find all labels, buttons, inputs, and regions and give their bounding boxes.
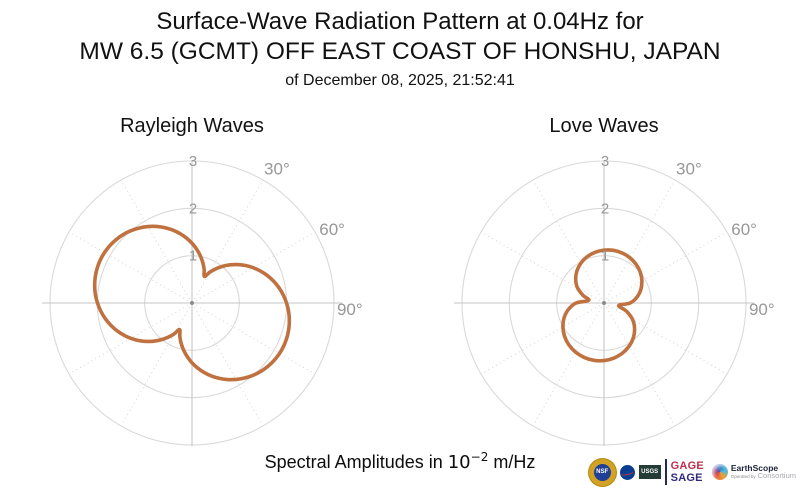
caption-prefix: Spectral Amplitudes in bbox=[264, 452, 448, 472]
polar-grid-spoke bbox=[196, 305, 316, 375]
love-plot-title: Love Waves bbox=[549, 115, 659, 137]
nasa-logo bbox=[619, 464, 635, 480]
radial-tick-label: 3 bbox=[189, 153, 197, 170]
radial-tick-label: 2 bbox=[189, 200, 197, 217]
polar-grid-spoke bbox=[608, 231, 728, 301]
polar-grid-spoke bbox=[68, 305, 188, 375]
polar-grid-spoke bbox=[480, 305, 600, 375]
polar-grid-spoke bbox=[480, 231, 600, 301]
rayleigh-plot-title: Rayleigh Waves bbox=[120, 115, 264, 137]
polar-grid-spoke bbox=[194, 307, 264, 427]
polar-grid-spoke bbox=[608, 305, 728, 375]
gage-sage-logo: GAGE SAGE bbox=[671, 460, 704, 484]
radial-tick-label: 1 bbox=[601, 248, 609, 265]
angle-tick-label: 60° bbox=[319, 220, 345, 239]
center-dot bbox=[602, 301, 606, 305]
radial-tick-label: 1 bbox=[189, 248, 197, 265]
nsf-logo-label: NSF bbox=[596, 469, 609, 475]
earthscope-wordmark: EarthScope bbox=[730, 462, 779, 473]
radiation-pattern-curve bbox=[561, 248, 644, 363]
polar-grid-spoke bbox=[68, 231, 188, 301]
rayleigh-polar-chart: 1 2 3 30° 60° 90° bbox=[42, 153, 363, 446]
usgs-logo-label: USGS bbox=[641, 469, 659, 475]
polar-grid-spoke bbox=[194, 179, 264, 299]
polar-grid-spoke bbox=[120, 179, 190, 299]
polar-grid-spoke bbox=[532, 179, 602, 299]
usgs-logo: USGS bbox=[638, 465, 661, 479]
center-dot bbox=[190, 301, 194, 305]
polar-grid-spoke bbox=[532, 307, 602, 427]
logo-strip: NSF USGS GAGE SAGE EarthScope Operated b… bbox=[588, 456, 796, 488]
caption-exponent: −2 bbox=[470, 450, 489, 464]
page-subtitle: of December 08, 2025, 21:52:41 bbox=[285, 72, 515, 89]
polar-grid-spoke bbox=[606, 179, 676, 299]
angle-tick-label: 90° bbox=[749, 300, 775, 319]
polar-grid-spoke bbox=[120, 307, 190, 427]
polar-grid-spoke bbox=[606, 307, 676, 427]
angle-tick-label: 30° bbox=[264, 160, 290, 179]
earthscope-logo: EarthScope Operated by Consortium bbox=[711, 462, 796, 481]
operated-by-label: Operated by bbox=[730, 473, 756, 479]
polar-grid-spoke bbox=[196, 231, 316, 301]
nsf-logo: NSF bbox=[588, 458, 616, 486]
caption-base: 10 bbox=[447, 452, 471, 473]
radial-tick-label: 3 bbox=[601, 153, 609, 170]
page-title-line2: MW 6.5 (GCMT) OFF EAST COAST OF HONSHU, … bbox=[79, 38, 721, 65]
radial-tick-label: 2 bbox=[601, 200, 609, 217]
angle-tick-label: 30° bbox=[676, 160, 702, 179]
caption-unit: m/Hz bbox=[488, 452, 536, 472]
logos-divider bbox=[664, 459, 667, 485]
sage-label: SAGE bbox=[670, 472, 703, 484]
angle-tick-label: 60° bbox=[731, 220, 757, 239]
gage-label: GAGE bbox=[670, 460, 704, 472]
page-title-line1: Surface-Wave Radiation Pattern at 0.04Hz… bbox=[156, 8, 644, 35]
earthscope-globe-icon bbox=[711, 464, 728, 480]
angle-tick-label: 90° bbox=[337, 300, 363, 319]
radiation-pattern-curve bbox=[92, 224, 292, 382]
caption: Spectral Amplitudes in 10−2 m/Hz bbox=[0, 450, 800, 473]
love-polar-chart: 1 2 3 30° 60° 90° bbox=[454, 153, 775, 446]
consortium-label: Consortium bbox=[757, 470, 796, 480]
